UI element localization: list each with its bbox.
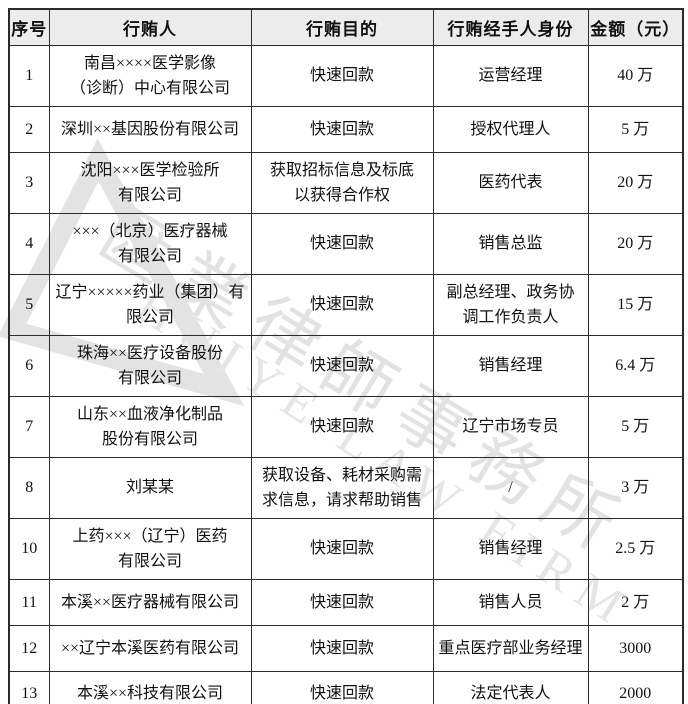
cell-no: 6 <box>8 334 50 397</box>
table-row: 1 南昌××××医学影像 （诊断）中心有限公司 快速回款 运营经理 40 万 <box>8 44 684 107</box>
table-row: 10 上药×××（辽宁）医药 有限公司 快速回款 销售经理 2.5 万 <box>8 517 684 580</box>
cell-handler: 副总经理、政务协 调工作负责人 <box>432 273 589 336</box>
cell-briber: 南昌××××医学影像 （诊断）中心有限公司 <box>48 44 252 107</box>
cell-handler: 医药代表 <box>432 151 589 214</box>
cell-amount: 3000 <box>587 624 684 672</box>
cell-handler: 销售人员 <box>432 578 589 626</box>
table-row: 3 沈阳×××医学检验所 有限公司 获取招标信息及标底 以获得合作权 医药代表 20 万 <box>8 151 684 214</box>
col-header-amount: 金额（元） <box>587 8 684 46</box>
table-body: 1 南昌××××医学影像 （诊断）中心有限公司 快速回款 运营经理 40 万 2 深圳××基… <box>8 44 684 704</box>
cell-handler: 法定代表人 <box>432 670 589 704</box>
cell-handler: 销售经理 <box>432 517 589 580</box>
cell-amount: 2000 <box>587 670 684 704</box>
cell-briber: 刘某某 <box>48 456 252 519</box>
cell-no: 4 <box>8 212 50 275</box>
col-header-briber: 行贿人 <box>48 8 252 46</box>
cell-briber: ×××（北京）医疗器械 有限公司 <box>48 212 252 275</box>
cell-purpose: 快速回款 <box>250 517 434 580</box>
cell-purpose: 快速回款 <box>250 334 434 397</box>
cell-amount: 6.4 万 <box>587 334 684 397</box>
cell-purpose: 快速回款 <box>250 212 434 275</box>
table-row: 4 ×××（北京）医疗器械 有限公司 快速回款 销售总监 20 万 <box>8 212 684 275</box>
cell-handler: 重点医疗部业务经理 <box>432 624 589 672</box>
cell-amount: 2 万 <box>587 578 684 626</box>
cell-handler: 授权代理人 <box>432 105 589 153</box>
col-header-index: 序号 <box>8 8 50 46</box>
cell-no: 1 <box>8 44 50 107</box>
table-row: 6 珠海××医疗设备股份 有限公司 快速回款 销售经理 6.4 万 <box>8 334 684 397</box>
cell-purpose: 快速回款 <box>250 578 434 626</box>
cell-purpose: 快速回款 <box>250 44 434 107</box>
table-row: 8 刘某某 获取设备、耗材采购需 求信息，请求帮助销售/3 万 <box>8 456 684 519</box>
cell-briber: 珠海××医疗设备股份 有限公司 <box>48 334 252 397</box>
cell-amount: 15 万 <box>587 273 684 336</box>
cell-amount: 2.5 万 <box>587 517 684 580</box>
cell-no: 3 <box>8 151 50 214</box>
cell-handler: 销售总监 <box>432 212 589 275</box>
bribery-cases-table: 序号 行贿人 行贿目的 行贿经手人身份 金额（元） 1 南昌××××医学影像 （诊… <box>8 8 684 704</box>
cell-no: 10 <box>8 517 50 580</box>
cell-no: 13 <box>8 670 50 704</box>
col-header-purpose: 行贿目的 <box>250 8 434 46</box>
cell-purpose: 获取设备、耗材采购需 求信息，请求帮助销售 <box>250 456 434 519</box>
cell-purpose: 快速回款 <box>250 105 434 153</box>
cell-briber: 沈阳×××医学检验所 有限公司 <box>48 151 252 214</box>
header-row: 序号 行贿人 行贿目的 行贿经手人身份 金额（元） <box>8 8 684 46</box>
cell-handler: 销售经理 <box>432 334 589 397</box>
cell-no: 5 <box>8 273 50 336</box>
cell-briber: 辽宁×××××药业（集团）有 限公司 <box>48 273 252 336</box>
cell-purpose: 快速回款 <box>250 273 434 336</box>
cell-no: 11 <box>8 578 50 626</box>
cell-purpose: 获取招标信息及标底 以获得合作权 <box>250 151 434 214</box>
table-row: 2 深圳××基因股份有限公司 快速回款 授权代理人 5 万 <box>8 105 684 153</box>
cell-no: 8 <box>8 456 50 519</box>
cell-briber: ××辽宁本溪医药有限公司 <box>48 624 252 672</box>
cell-briber: 山东××血液净化制品 股份有限公司 <box>48 395 252 458</box>
table-row: 12 ××辽宁本溪医药有限公司 快速回款 重点医疗部业务经理 3000 <box>8 624 684 672</box>
cell-briber: 深圳××基因股份有限公司 <box>48 105 252 153</box>
cell-handler: 辽宁市场专员 <box>432 395 589 458</box>
cell-briber: 本溪××科技有限公司 <box>48 670 252 704</box>
cell-purpose: 快速回款 <box>250 670 434 704</box>
cell-no: 7 <box>8 395 50 458</box>
cell-handler: 运营经理 <box>432 44 589 107</box>
cell-amount: 5 万 <box>587 395 684 458</box>
table-row: 5 辽宁×××××药业（集团）有 限公司 快速回款 副总经理、政务协 调工作负责人 15… <box>8 273 684 336</box>
table-row: 13 本溪××科技有限公司 快速回款 法定代表人 2000 <box>8 670 684 704</box>
cell-no: 12 <box>8 624 50 672</box>
cell-no: 2 <box>8 105 50 153</box>
cell-amount: 20 万 <box>587 212 684 275</box>
cell-amount: 20 万 <box>587 151 684 214</box>
cell-handler: / <box>432 456 589 519</box>
table-row: 11 本溪××医疗器械有限公司 快速回款 销售人员 2 万 <box>8 578 684 626</box>
cell-purpose: 快速回款 <box>250 395 434 458</box>
cell-amount: 3 万 <box>587 456 684 519</box>
cell-briber: 上药×××（辽宁）医药 有限公司 <box>48 517 252 580</box>
cell-amount: 40 万 <box>587 44 684 107</box>
cell-purpose: 快速回款 <box>250 624 434 672</box>
cell-amount: 5 万 <box>587 105 684 153</box>
col-header-handler: 行贿经手人身份 <box>432 8 589 46</box>
table-row: 7 山东××血液净化制品 股份有限公司 快速回款 辽宁市场专员 5 万 <box>8 395 684 458</box>
cell-briber: 本溪××医疗器械有限公司 <box>48 578 252 626</box>
